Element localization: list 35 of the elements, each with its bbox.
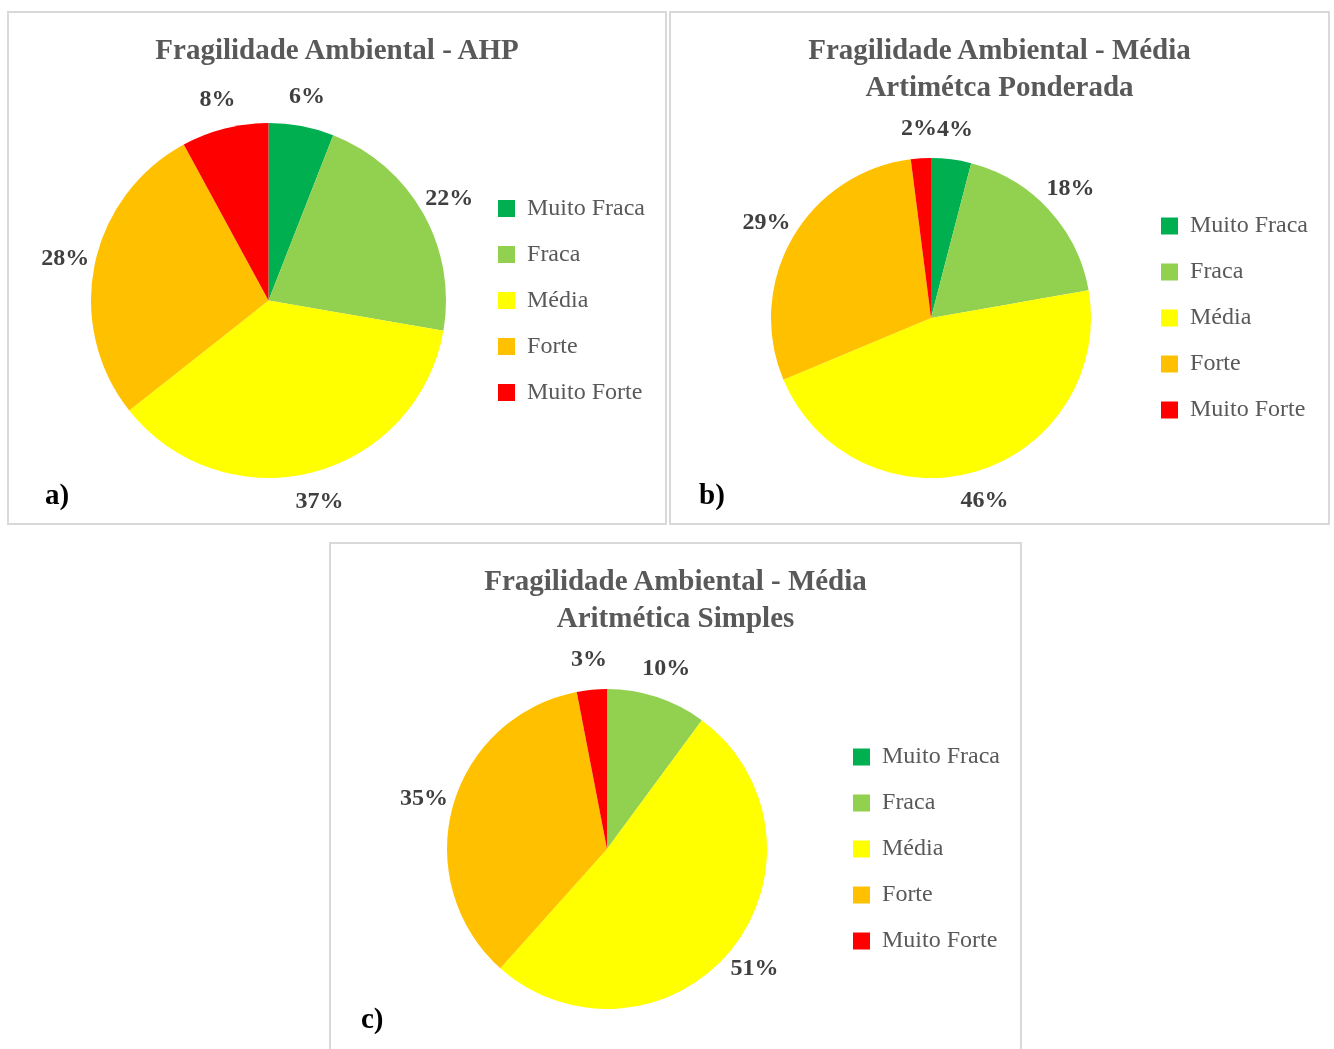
data-label: 2%	[900, 113, 937, 140]
data-label: 18%	[1046, 174, 1095, 201]
data-label: 37%	[295, 486, 344, 513]
legend-label: Média	[1190, 303, 1252, 330]
chart-title: Fragilidade Ambiental - AHP	[154, 32, 520, 67]
data-label: 22%	[425, 183, 474, 210]
legend-label: Muito Forte	[527, 377, 643, 404]
data-label: 6%	[289, 81, 326, 108]
data-label: 8%	[199, 84, 236, 111]
text: c)	[361, 1002, 384, 1035]
legend-label: Forte	[882, 880, 933, 907]
legend-label: Forte	[1190, 349, 1241, 376]
text: a)	[45, 478, 70, 511]
legend-label: Muito Forte	[882, 926, 998, 953]
data-label: 29%	[742, 208, 791, 235]
legend-label: Média	[527, 285, 589, 312]
legend-label: Muito Fraca	[882, 742, 1001, 769]
legend-label: Média	[882, 834, 944, 861]
legend-label: Fraca	[527, 239, 581, 266]
legend-label: Fraca	[1190, 257, 1244, 284]
text: b)	[699, 478, 725, 511]
data-label: 10%	[642, 653, 691, 680]
legend-label: Forte	[527, 331, 578, 358]
data-label: 4%	[937, 114, 974, 141]
legend-label: Muito Forte	[1190, 395, 1306, 422]
data-label: 46%	[960, 485, 1009, 512]
data-label: 35%	[399, 783, 448, 810]
data-label: 28%	[41, 244, 90, 271]
legend-label: Muito Fraca	[527, 193, 646, 220]
chart-title: Fragilidade Ambiental - Média Artimétca Ponderada	[807, 32, 1192, 104]
legend-label: Fraca	[882, 788, 936, 815]
data-label: 51%	[730, 954, 779, 981]
legend-label: Muito Fraca	[1190, 211, 1309, 238]
chart-title: Fragilidade Ambiental - Média Aritmética Simples	[483, 563, 868, 635]
data-label: 3%	[570, 645, 607, 672]
